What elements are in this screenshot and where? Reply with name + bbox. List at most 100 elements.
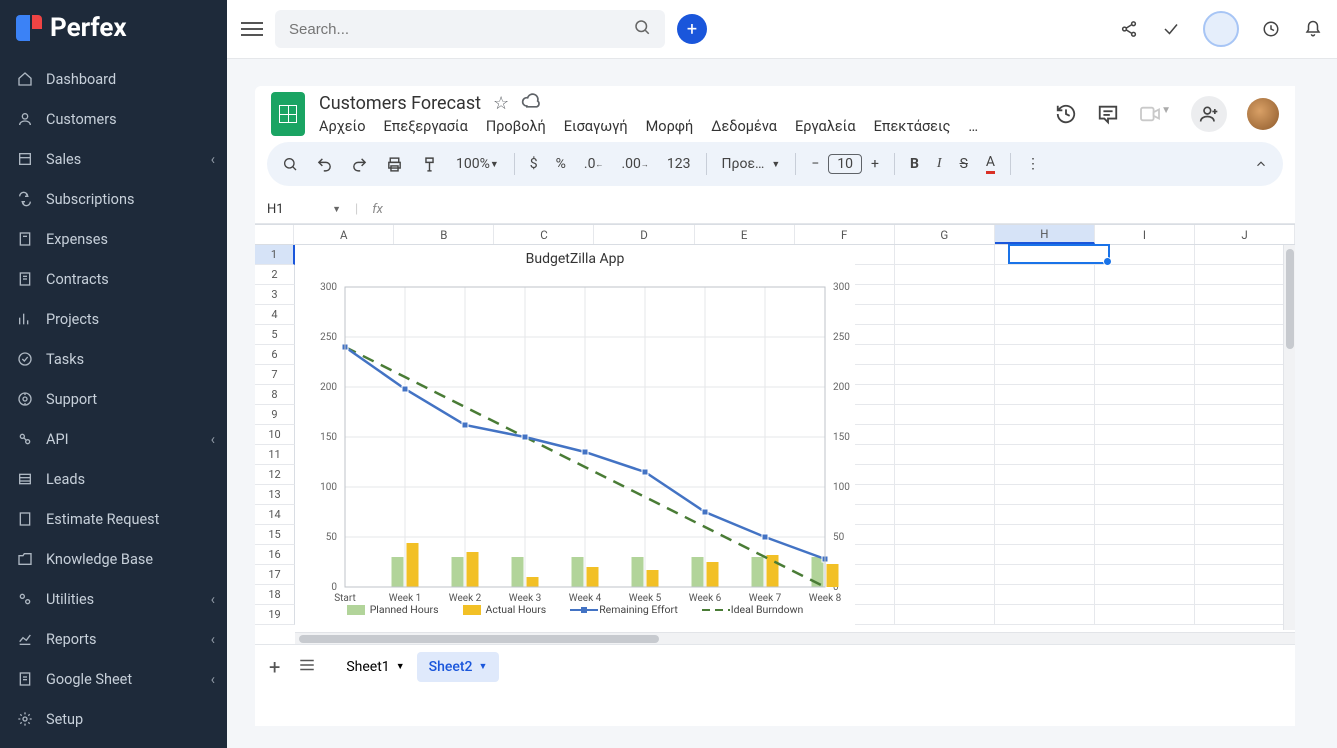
- paint-format-icon[interactable]: [418, 156, 441, 173]
- row-header-15[interactable]: 15: [255, 525, 295, 545]
- doc-title[interactable]: Customers Forecast: [319, 93, 481, 114]
- search-input[interactable]: [289, 21, 633, 38]
- spreadsheet-grid[interactable]: ABCDEFGHIJ 12345678910111213141516171819…: [255, 224, 1295, 644]
- col-header-F[interactable]: F: [795, 225, 895, 244]
- sidebar-item-projects[interactable]: Projects: [0, 299, 227, 339]
- col-header-B[interactable]: B: [394, 225, 494, 244]
- currency-icon[interactable]: $: [527, 156, 541, 172]
- sidebar-item-google-sheet[interactable]: Google Sheet‹: [0, 659, 227, 699]
- fontsize-minus-button[interactable]: −: [808, 156, 822, 172]
- print-icon[interactable]: [383, 156, 406, 173]
- row-header-16[interactable]: 16: [255, 545, 295, 565]
- all-sheets-button[interactable]: [298, 657, 316, 676]
- row-header-1[interactable]: 1: [255, 245, 295, 265]
- google-profile-avatar[interactable]: [1247, 98, 1279, 130]
- menu-Επεκτάσεις[interactable]: Επεκτάσεις: [874, 118, 951, 135]
- user-avatar[interactable]: [1203, 11, 1239, 47]
- row-header-9[interactable]: 9: [255, 405, 295, 425]
- col-header-H[interactable]: H: [995, 225, 1095, 244]
- clock-icon[interactable]: [1261, 19, 1281, 39]
- fontsize-plus-button[interactable]: +: [868, 156, 882, 172]
- star-icon[interactable]: ☆: [493, 93, 509, 114]
- sidebar-item-api[interactable]: API‹: [0, 419, 227, 459]
- col-header-E[interactable]: E: [695, 225, 795, 244]
- share-button[interactable]: [1191, 96, 1227, 132]
- row-header-17[interactable]: 17: [255, 565, 295, 585]
- sidebar-item-tasks[interactable]: Tasks: [0, 339, 227, 379]
- menu-Εργαλεία[interactable]: Εργαλεία: [795, 118, 856, 135]
- sidebar-item-customers[interactable]: Customers: [0, 99, 227, 139]
- strikethrough-button[interactable]: S: [957, 156, 971, 172]
- sidebar-item-leads[interactable]: Leads: [0, 459, 227, 499]
- row-header-18[interactable]: 18: [255, 585, 295, 605]
- bell-icon[interactable]: [1303, 19, 1323, 39]
- active-cell[interactable]: [1008, 244, 1110, 264]
- bold-button[interactable]: B: [907, 156, 922, 172]
- sidebar-item-utilities[interactable]: Utilities‹: [0, 579, 227, 619]
- cloud-icon[interactable]: [521, 93, 541, 114]
- sidebar-item-contracts[interactable]: Contracts: [0, 259, 227, 299]
- row-header-11[interactable]: 11: [255, 445, 295, 465]
- percent-icon[interactable]: %: [553, 156, 569, 172]
- row-header-7[interactable]: 7: [255, 365, 295, 385]
- sidebar-item-support[interactable]: Support: [0, 379, 227, 419]
- row-header-12[interactable]: 12: [255, 465, 295, 485]
- row-header-19[interactable]: 19: [255, 605, 295, 625]
- sidebar-item-reports[interactable]: Reports‹: [0, 619, 227, 659]
- undo-icon[interactable]: [313, 156, 336, 173]
- font-dropdown[interactable]: Προε… ▼: [719, 156, 784, 172]
- share-icon[interactable]: [1119, 19, 1139, 39]
- sheet-tab-sheet1[interactable]: Sheet1 ▼: [334, 652, 416, 682]
- sidebar-item-dashboard[interactable]: Dashboard: [0, 59, 227, 99]
- row-header-5[interactable]: 5: [255, 325, 295, 345]
- check-icon[interactable]: [1161, 19, 1181, 39]
- col-header-C[interactable]: C: [494, 225, 594, 244]
- meet-icon[interactable]: ▼: [1139, 105, 1171, 123]
- vertical-scrollbar[interactable]: [1283, 245, 1295, 630]
- comment-icon[interactable]: [1097, 103, 1119, 125]
- sidebar-item-setup[interactable]: Setup: [0, 699, 227, 739]
- sidebar-item-estimate-request[interactable]: Estimate Request: [0, 499, 227, 539]
- embedded-chart[interactable]: BudgetZilla App 005050100100150150200200…: [295, 245, 855, 640]
- toolbar-search-icon[interactable]: [279, 156, 301, 172]
- fontsize-input[interactable]: 10: [828, 154, 862, 174]
- col-header-I[interactable]: I: [1095, 225, 1195, 244]
- decrease-decimal-icon[interactable]: .0←: [581, 156, 607, 172]
- row-header-3[interactable]: 3: [255, 285, 295, 305]
- search-icon[interactable]: [633, 18, 651, 40]
- menu-Προβολή[interactable]: Προβολή: [486, 118, 546, 135]
- sidebar-item-knowledge-base[interactable]: Knowledge Base: [0, 539, 227, 579]
- add-button[interactable]: +: [677, 14, 707, 44]
- col-header-J[interactable]: J: [1195, 225, 1295, 244]
- history-icon[interactable]: [1055, 103, 1077, 125]
- menu-Μορφή[interactable]: Μορφή: [646, 118, 694, 135]
- menu-toggle-icon[interactable]: [241, 18, 263, 40]
- text-color-button[interactable]: A: [983, 154, 998, 174]
- sidebar-item-expenses[interactable]: Expenses: [0, 219, 227, 259]
- menu-Αρχείο[interactable]: Αρχείο: [319, 118, 366, 135]
- increase-decimal-icon[interactable]: .00→: [618, 156, 651, 172]
- horizontal-scrollbar[interactable]: [295, 632, 1295, 644]
- col-header-A[interactable]: A: [294, 225, 394, 244]
- menu-Δεδομένα[interactable]: Δεδομένα: [711, 118, 777, 135]
- sidebar-item-subscriptions[interactable]: Subscriptions: [0, 179, 227, 219]
- menu-…[interactable]: …: [968, 118, 978, 135]
- row-header-4[interactable]: 4: [255, 305, 295, 325]
- add-sheet-button[interactable]: +: [269, 655, 280, 679]
- col-header-D[interactable]: D: [594, 225, 694, 244]
- row-header-13[interactable]: 13: [255, 485, 295, 505]
- sheet-tab-sheet2[interactable]: Sheet2 ▼: [417, 652, 500, 682]
- row-header-10[interactable]: 10: [255, 425, 295, 445]
- italic-button[interactable]: I: [934, 156, 945, 172]
- more-tools-icon[interactable]: ⋮: [1023, 156, 1043, 172]
- row-header-6[interactable]: 6: [255, 345, 295, 365]
- sidebar-item-sales[interactable]: Sales‹: [0, 139, 227, 179]
- name-box[interactable]: H1▼: [267, 202, 341, 217]
- menu-Επεξεργασία[interactable]: Επεξεργασία: [384, 118, 468, 135]
- row-header-2[interactable]: 2: [255, 265, 295, 285]
- menu-Εισαγωγή[interactable]: Εισαγωγή: [564, 118, 628, 135]
- number-format-dropdown[interactable]: 123: [664, 156, 694, 172]
- row-header-8[interactable]: 8: [255, 385, 295, 405]
- col-header-G[interactable]: G: [895, 225, 995, 244]
- zoom-dropdown[interactable]: 100% ▼: [453, 156, 502, 172]
